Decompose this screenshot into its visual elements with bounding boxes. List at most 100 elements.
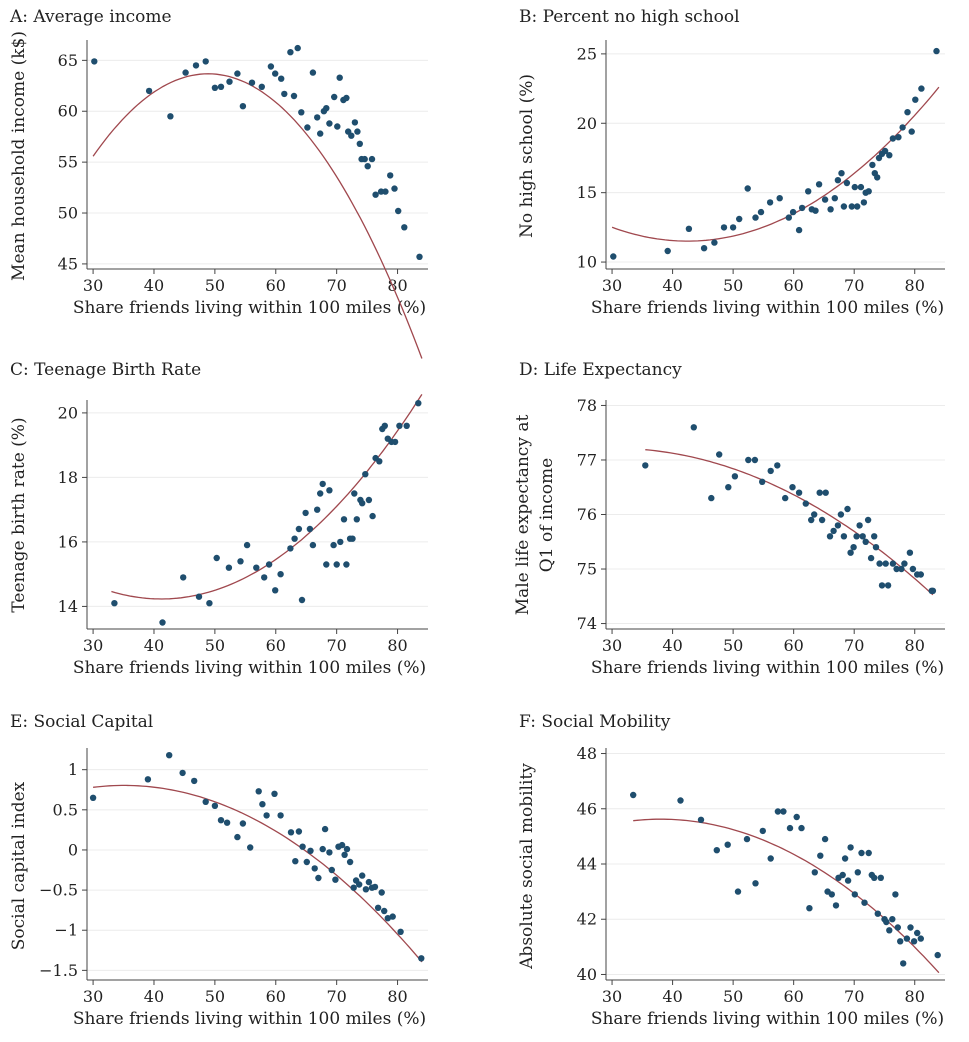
point-d-4 bbox=[725, 484, 732, 491]
point-a-19 bbox=[294, 44, 301, 52]
y-tick-label-f-3: 46 bbox=[577, 799, 597, 818]
point-d-7 bbox=[751, 456, 759, 464]
panel-title-e: E: Social Capital bbox=[10, 712, 153, 732]
point-c-17 bbox=[298, 596, 306, 604]
point-d-30 bbox=[859, 533, 866, 540]
point-a-17 bbox=[287, 49, 294, 56]
point-e-10 bbox=[239, 820, 247, 827]
point-b-2 bbox=[685, 225, 693, 232]
point-f-7 bbox=[752, 880, 759, 887]
point-b-4 bbox=[711, 239, 718, 246]
point-e-45 bbox=[381, 907, 388, 915]
y-tick-label-c-2: 18 bbox=[58, 468, 78, 487]
x-tick-label-a-4: 70 bbox=[326, 276, 346, 295]
point-b-10 bbox=[757, 208, 765, 216]
point-d-16 bbox=[811, 511, 818, 518]
point-f-44 bbox=[903, 935, 911, 942]
point-a-16 bbox=[281, 90, 288, 98]
point-c-11 bbox=[265, 561, 273, 568]
point-c-6 bbox=[225, 564, 233, 571]
point-e-49 bbox=[418, 955, 425, 962]
point-b-41 bbox=[886, 152, 893, 159]
point-f-46 bbox=[910, 938, 918, 945]
point-e-14 bbox=[263, 812, 270, 819]
point-e-22 bbox=[307, 847, 314, 854]
point-b-28 bbox=[848, 203, 855, 210]
point-b-6 bbox=[729, 224, 737, 231]
point-d-15 bbox=[808, 516, 815, 524]
point-e-12 bbox=[255, 788, 262, 795]
point-f-12 bbox=[786, 824, 794, 832]
x-tick-label-f-3: 60 bbox=[783, 987, 803, 1006]
point-b-22 bbox=[827, 206, 834, 213]
point-a-2 bbox=[167, 113, 174, 120]
x-axis-label-f: Share friends living within 100 miles (%… bbox=[591, 1009, 944, 1029]
point-e-3 bbox=[179, 769, 186, 777]
point-e-43 bbox=[374, 904, 382, 911]
point-c-20 bbox=[309, 541, 317, 549]
point-c-15 bbox=[291, 535, 298, 542]
point-c-19 bbox=[306, 525, 314, 533]
point-f-11 bbox=[780, 808, 787, 815]
point-b-8 bbox=[744, 185, 751, 192]
point-f-16 bbox=[811, 869, 818, 876]
point-f-38 bbox=[886, 927, 893, 934]
panel-title-b: B: Percent no high school bbox=[519, 7, 740, 27]
point-d-29 bbox=[856, 522, 863, 529]
point-b-13 bbox=[785, 214, 792, 221]
point-c-21 bbox=[314, 506, 321, 513]
point-a-36 bbox=[354, 128, 361, 135]
y-axis-label-c: Teenage birth rate (%) bbox=[9, 417, 29, 612]
point-b-29 bbox=[851, 183, 858, 191]
point-a-9 bbox=[234, 70, 241, 77]
fit-line-b bbox=[611, 86, 940, 242]
point-b-25 bbox=[838, 170, 845, 177]
point-c-30 bbox=[343, 561, 350, 568]
x-tick-label-c-0: 30 bbox=[83, 636, 103, 655]
x-axis-label-e: Share friends living within 100 miles (%… bbox=[73, 1009, 426, 1029]
y-axis-label-b: No high school (%) bbox=[517, 74, 537, 238]
x-tick-label-a-0: 30 bbox=[83, 276, 103, 295]
y-tick-label-a-3: 60 bbox=[58, 102, 78, 121]
point-d-47 bbox=[917, 571, 924, 578]
point-a-6 bbox=[211, 84, 219, 92]
point-d-34 bbox=[871, 533, 878, 540]
point-e-40 bbox=[365, 878, 373, 886]
x-tick-label-a-1: 40 bbox=[144, 276, 164, 295]
point-f-29 bbox=[858, 849, 865, 857]
point-b-30 bbox=[854, 203, 861, 210]
point-e-24 bbox=[315, 874, 322, 882]
point-b-45 bbox=[904, 109, 911, 116]
point-a-47 bbox=[395, 207, 402, 215]
point-e-37 bbox=[356, 881, 363, 888]
point-f-28 bbox=[854, 869, 861, 876]
x-tick-label-e-0: 30 bbox=[83, 987, 103, 1006]
point-e-23 bbox=[311, 865, 318, 872]
point-c-27 bbox=[333, 561, 340, 568]
point-d-18 bbox=[818, 516, 826, 524]
point-d-31 bbox=[862, 538, 869, 545]
point-a-13 bbox=[267, 63, 275, 70]
point-d-10 bbox=[774, 462, 781, 469]
point-c-2 bbox=[180, 574, 187, 581]
point-c-10 bbox=[261, 574, 268, 581]
point-d-14 bbox=[802, 500, 809, 507]
point-e-20 bbox=[299, 843, 306, 850]
point-a-30 bbox=[336, 74, 343, 81]
x-tick-label-f-2: 50 bbox=[723, 987, 743, 1006]
y-tick-label-c-0: 14 bbox=[58, 597, 78, 616]
point-c-33 bbox=[351, 490, 358, 497]
point-f-41 bbox=[894, 924, 901, 931]
point-f-18 bbox=[821, 835, 829, 843]
y-tick-label-d-0: 74 bbox=[577, 614, 597, 633]
y-tick-label-c-1: 16 bbox=[58, 532, 78, 551]
y-tick-label-f-1: 42 bbox=[577, 910, 597, 929]
point-d-21 bbox=[830, 527, 837, 535]
point-a-40 bbox=[364, 163, 371, 170]
point-f-34 bbox=[874, 910, 881, 917]
point-f-26 bbox=[847, 844, 854, 851]
y-axis-label-e: Social capital index bbox=[9, 781, 29, 950]
point-c-37 bbox=[362, 471, 369, 478]
point-c-9 bbox=[253, 564, 260, 571]
y-tick-label-f-2: 44 bbox=[577, 855, 597, 874]
